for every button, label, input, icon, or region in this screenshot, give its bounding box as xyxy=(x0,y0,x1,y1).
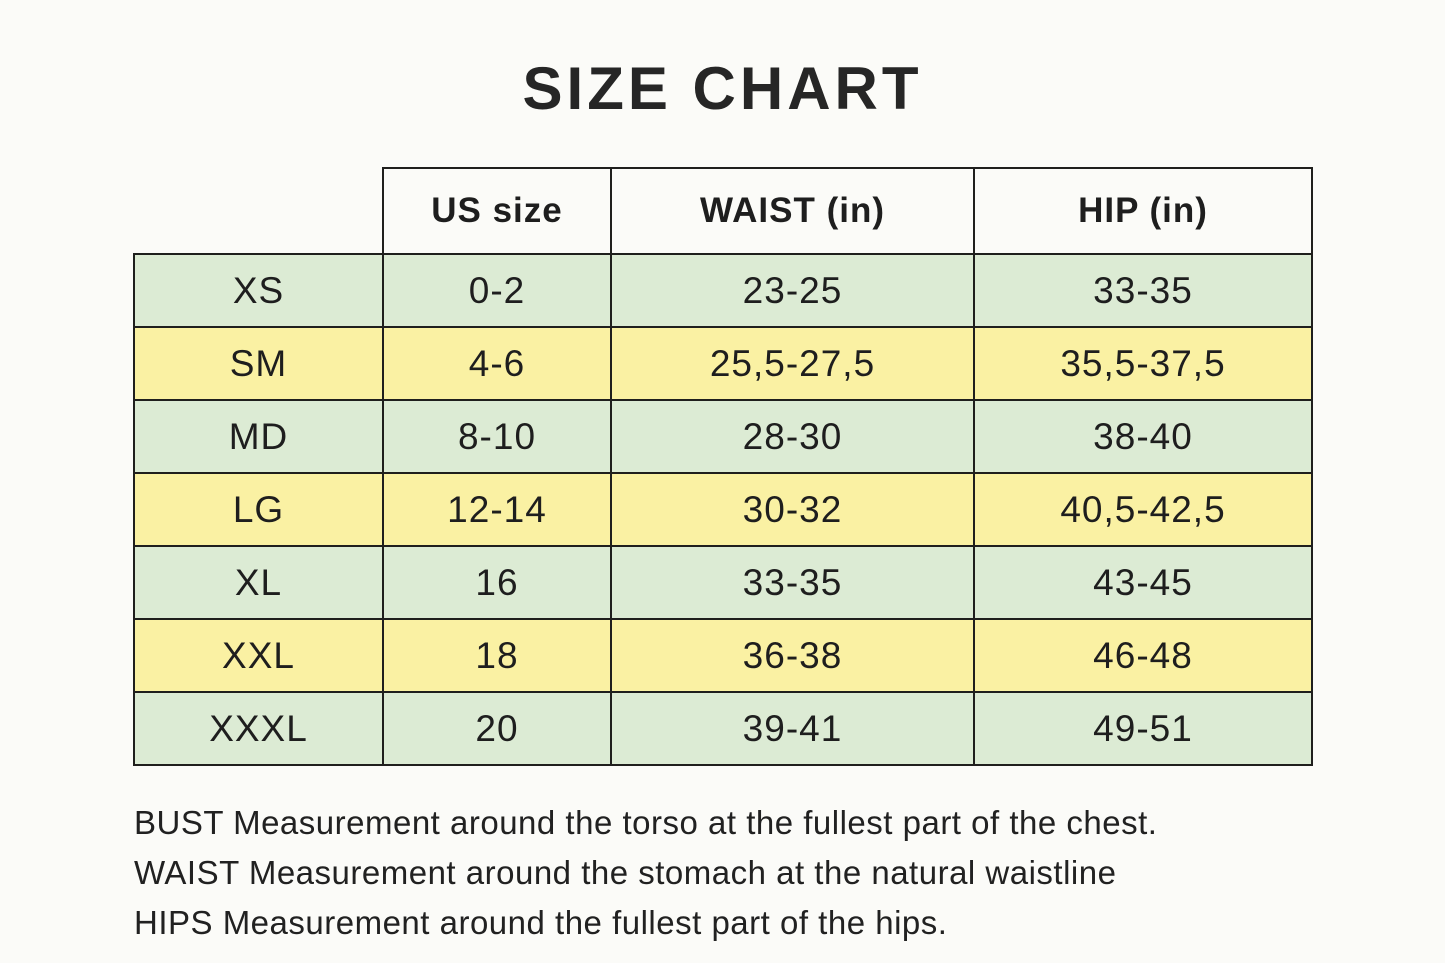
hip-value: 49-51 xyxy=(973,691,1313,766)
waist-value: 33-35 xyxy=(610,545,975,620)
table-row-xxxl: XXXL 20 39-41 49-51 xyxy=(133,691,1313,766)
size-label: XXL xyxy=(133,618,384,693)
hip-value: 43-45 xyxy=(973,545,1313,620)
table-row-xxl: XXL 18 36-38 46-48 xyxy=(133,618,1313,693)
hip-value: 35,5-37,5 xyxy=(973,326,1313,401)
hip-value: 46-48 xyxy=(973,618,1313,693)
header-corner-cell xyxy=(134,168,383,254)
table-row-xs: XS 0-2 23-25 33-35 xyxy=(133,253,1313,328)
measurement-notes: BUST Measurement around the torso at the… xyxy=(134,798,1445,948)
us-size-value: 12-14 xyxy=(382,472,612,547)
header-us-size: US size xyxy=(382,167,612,255)
header-waist: WAIST (in) xyxy=(610,167,975,255)
us-size-value: 4-6 xyxy=(382,326,612,401)
us-size-value: 20 xyxy=(382,691,612,766)
hip-value: 38-40 xyxy=(973,399,1313,474)
size-label: XL xyxy=(133,545,384,620)
note-waist: WAIST Measurement around the stomach at … xyxy=(134,854,1117,891)
us-size-value: 18 xyxy=(382,618,612,693)
size-label: XXXL xyxy=(133,691,384,766)
size-label: XS xyxy=(133,253,384,328)
waist-value: 36-38 xyxy=(610,618,975,693)
table-header-row: US size WAIST (in) HIP (in) xyxy=(134,167,1313,255)
waist-value: 30-32 xyxy=(610,472,975,547)
us-size-value: 8-10 xyxy=(382,399,612,474)
us-size-value: 16 xyxy=(382,545,612,620)
waist-value: 39-41 xyxy=(610,691,975,766)
size-label: LG xyxy=(133,472,384,547)
table-row-md: MD 8-10 28-30 38-40 xyxy=(133,399,1313,474)
size-table: US size WAIST (in) HIP (in) XS 0-2 23-25… xyxy=(133,167,1313,766)
table-row-sm: SM 4-6 25,5-27,5 35,5-37,5 xyxy=(133,326,1313,401)
waist-value: 28-30 xyxy=(610,399,975,474)
us-size-value: 0-2 xyxy=(382,253,612,328)
waist-value: 23-25 xyxy=(610,253,975,328)
table-row-xl: XL 16 33-35 43-45 xyxy=(133,545,1313,620)
hip-value: 33-35 xyxy=(973,253,1313,328)
page-title: SIZE CHART xyxy=(522,55,923,122)
size-label: SM xyxy=(133,326,384,401)
note-bust: BUST Measurement around the torso at the… xyxy=(134,804,1158,841)
size-label: MD xyxy=(133,399,384,474)
table-row-lg: LG 12-14 30-32 40,5-42,5 xyxy=(133,472,1313,547)
header-hip: HIP (in) xyxy=(973,167,1313,255)
waist-value: 25,5-27,5 xyxy=(610,326,975,401)
note-hips: HIPS Measurement around the fullest part… xyxy=(134,904,948,941)
hip-value: 40,5-42,5 xyxy=(973,472,1313,547)
